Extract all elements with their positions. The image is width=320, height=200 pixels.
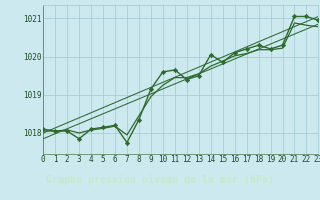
Text: Graphe pression niveau de la mer (hPa): Graphe pression niveau de la mer (hPa)	[46, 175, 274, 185]
